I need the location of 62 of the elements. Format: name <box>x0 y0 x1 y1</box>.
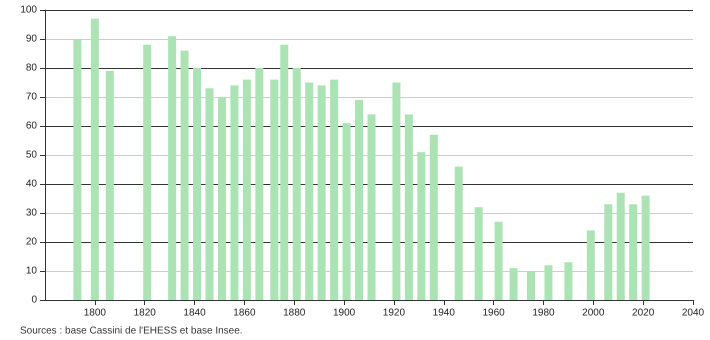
bar <box>143 44 152 300</box>
x-tick-label: 2040 <box>682 308 705 318</box>
x-tick-label: 1900 <box>332 308 356 318</box>
bar <box>430 134 438 300</box>
x-tick-label: 1840 <box>183 308 206 318</box>
bar <box>586 230 595 300</box>
bar <box>544 265 552 300</box>
x-tick-label: 1880 <box>283 308 306 318</box>
bar <box>564 262 572 300</box>
y-tick-label: 80 <box>26 62 38 74</box>
bar <box>342 123 351 300</box>
bar <box>629 204 638 300</box>
source-note: Sources : base Cassini de l'EHESS et base Insee. <box>20 326 243 336</box>
bar <box>474 207 483 300</box>
x-tick-label: 1820 <box>134 308 156 318</box>
bar <box>494 222 503 300</box>
y-tick-label: 30 <box>26 208 38 218</box>
x-tick-label: 1980 <box>532 308 556 318</box>
bar <box>367 114 376 300</box>
bar <box>417 152 426 300</box>
bar <box>318 85 326 300</box>
bar <box>270 80 278 300</box>
bar <box>73 39 82 300</box>
y-tick-label: 100 <box>20 4 38 16</box>
y-tick-label: 0 <box>31 294 38 306</box>
bar <box>404 114 413 300</box>
bar <box>218 97 226 300</box>
bar <box>305 82 314 300</box>
bar <box>355 100 364 300</box>
y-tick-label: 10 <box>26 266 38 276</box>
y-tick-label: 20 <box>26 236 38 248</box>
x-tick-label: 1800 <box>84 308 106 318</box>
bar <box>230 85 238 300</box>
x-tick-label: 2020 <box>632 308 655 318</box>
bar <box>527 271 535 300</box>
bar <box>616 192 625 300</box>
y-tick-label: 70 <box>26 92 38 102</box>
bar <box>193 68 202 300</box>
bar <box>242 80 251 300</box>
x-tick-label: 1920 <box>382 308 406 318</box>
bar <box>642 196 650 300</box>
bar <box>454 166 463 300</box>
x-tick-label: 1960 <box>482 308 506 318</box>
bar <box>255 68 264 300</box>
bar <box>180 50 189 300</box>
x-tick-label: 1860 <box>233 308 256 318</box>
y-tick-label: 40 <box>26 178 38 190</box>
x-tick-label: 1940 <box>432 308 456 318</box>
bar <box>90 18 99 300</box>
bar <box>168 36 176 300</box>
bar <box>392 82 400 300</box>
x-tick-label: 2000 <box>582 308 605 318</box>
bar <box>510 268 518 300</box>
y-tick-label: 60 <box>26 120 38 132</box>
bar <box>106 70 114 300</box>
y-tick-label: 90 <box>26 34 38 44</box>
y-tick-label: 50 <box>26 150 38 160</box>
bar <box>280 44 288 300</box>
bar <box>205 88 214 300</box>
bar <box>330 80 338 300</box>
bar <box>292 68 301 300</box>
bar <box>604 204 612 300</box>
